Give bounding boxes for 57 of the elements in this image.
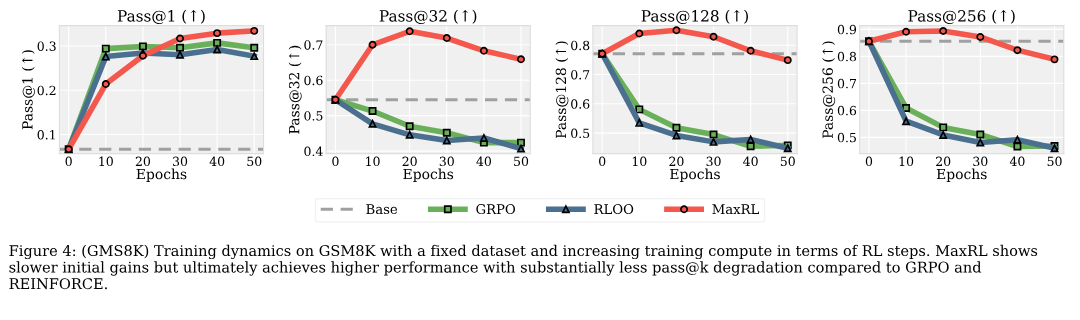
x-tick-label: 50: [780, 156, 795, 167]
y-axis-title: Pass@1 (↑): [21, 50, 35, 130]
y-tick-label: 0.2: [37, 85, 56, 96]
y-tick-label: 0.8: [837, 51, 857, 62]
legend-label: MaxRL: [712, 204, 759, 215]
x-axis-title: Epochs: [936, 168, 987, 182]
y-tick-label: 0.3: [37, 41, 56, 51]
x-tick-label: 0: [332, 156, 339, 167]
y-tick-label: 0.4: [304, 146, 323, 157]
x-tick-label: 20: [669, 156, 684, 167]
legend-label: GRPO: [476, 204, 516, 215]
chart-title: Pass@256 (↑): [908, 9, 1015, 25]
x-tick-label: 40: [476, 156, 492, 167]
y-tick-label: 0.6: [571, 99, 590, 109]
x-axis-title: Epochs: [670, 168, 720, 182]
x-axis-title: Epochs: [403, 168, 454, 182]
y-tick-label: 0.6: [304, 75, 323, 86]
x-tick-label: 20: [936, 156, 951, 167]
y-tick-label: 0.7: [571, 69, 590, 80]
legend-label: Base: [366, 204, 398, 215]
x-tick-label: 30: [706, 156, 721, 167]
x-tick-label: 50: [1047, 156, 1062, 167]
x-tick-label: 30: [973, 156, 988, 167]
y-tick-label: 0.9: [837, 24, 857, 35]
x-axis-title: Epochs: [136, 168, 187, 182]
x-tick-label: 10: [632, 156, 647, 167]
y-tick-label: 0.7: [837, 78, 856, 89]
y-axis-title: Pass@256 (↑): [822, 41, 836, 139]
chart-title: Pass@1 (↑): [117, 9, 205, 25]
chart-title: Pass@32 (↑): [379, 9, 477, 25]
y-tick-label: 0.5: [837, 132, 856, 143]
x-tick-label: 10: [366, 156, 380, 167]
x-tick-label: 30: [173, 156, 188, 167]
x-tick-label: 10: [899, 156, 914, 167]
legend-label: RLOO: [594, 204, 634, 215]
y-tick-label: 0.1: [37, 130, 55, 140]
x-tick-label: 40: [1009, 156, 1025, 167]
y-tick-label: 0.5: [571, 128, 590, 139]
x-tick-label: 50: [247, 156, 262, 167]
x-tick-label: 20: [135, 156, 151, 167]
y-tick-label: 0.5: [304, 111, 323, 121]
x-tick-label: 50: [514, 156, 529, 167]
x-tick-label: 0: [65, 156, 72, 167]
x-tick-label: 40: [209, 156, 225, 167]
y-tick-label: 0.7: [304, 40, 323, 50]
x-tick-label: 20: [402, 156, 417, 167]
x-tick-label: 30: [439, 156, 454, 167]
x-tick-label: 10: [99, 156, 113, 167]
x-tick-label: 0: [865, 156, 873, 167]
y-axis-title: Pass@32 (↑): [288, 45, 302, 134]
x-tick-label: 40: [743, 156, 758, 167]
chart-title: Pass@128 (↑): [641, 9, 748, 25]
caption: Figure 4: (GMS8K) Training dynamics on GSM8K with a fixed dataset and increasing training compute in terms of RL steps. MaxRL shows slower initial gains but ultimately achieves higher performance with substantially less pass@k degradation compared to GRPO and REINFORCE.: [9, 244, 1038, 290]
x-tick-label: 0: [599, 156, 606, 167]
y-tick-label: 0.8: [571, 40, 590, 51]
y-tick-label: 0.6: [837, 105, 857, 116]
y-axis-title: Pass@128 (↑): [555, 41, 569, 139]
